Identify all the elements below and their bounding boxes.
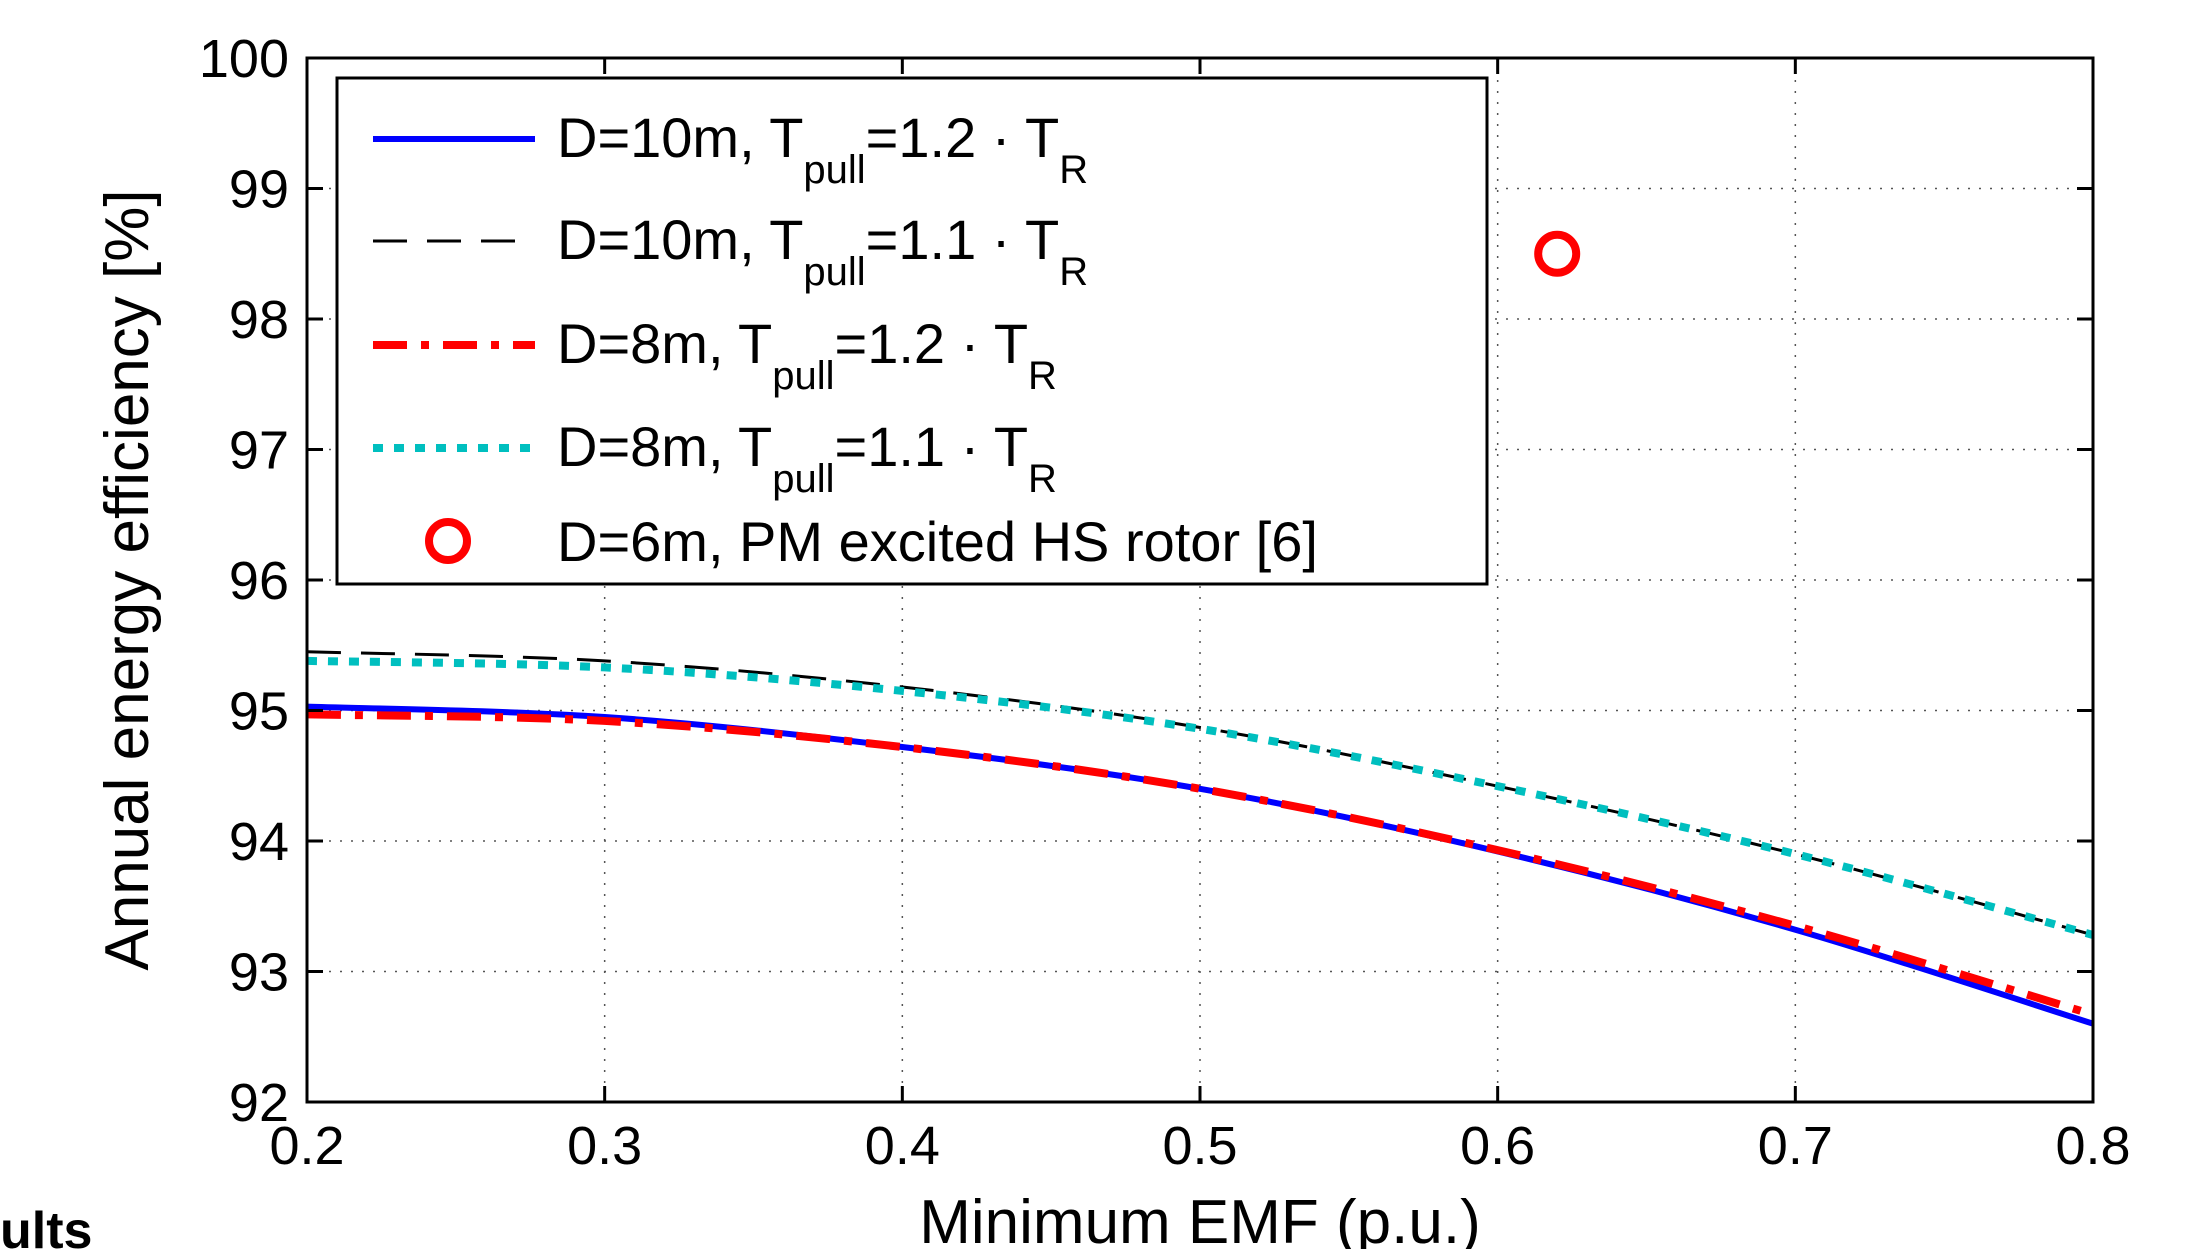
x-tick-label: 0.3 (567, 1116, 642, 1176)
clipped-caption-text: ults (0, 1202, 93, 1260)
legend: D=10m, Tpull=1.2 · TR D=10m, Tpull=1.1 · … (335, 76, 1489, 586)
legend-label-2: D=10m, Tpull=1.1 · TR (557, 208, 1088, 294)
legend-swatch-5 (425, 518, 471, 564)
marker-point (1534, 230, 1581, 277)
legend-label-4: D=8m, Tpull=1.1 · TR (557, 415, 1057, 501)
y-tick-label: 98 (229, 290, 289, 350)
x-tick-label: 0.5 (1162, 1116, 1237, 1176)
y-tick-label: 95 (229, 682, 289, 742)
series-line-2 (306, 650, 2094, 937)
y-tick-label: 97 (229, 421, 289, 481)
legend-label-5: D=6m, PM excited HS rotor [6] (557, 510, 1318, 573)
y-tick-label: 96 (229, 551, 289, 611)
x-axis-label: Minimum EMF (p.u.) (919, 1188, 1480, 1249)
series-line-4 (306, 656, 2095, 939)
y-axis-label: Annual energy efficiency [%] (93, 189, 162, 970)
y-tick-label: 92 (229, 1073, 289, 1133)
legend-label-3: D=8m, Tpull=1.2 · TR (557, 312, 1057, 398)
y-tick-label: 100 (199, 29, 289, 89)
legend-box (335, 76, 1489, 586)
y-tick-label: 93 (229, 943, 289, 1003)
x-tick-label: 0.8 (2055, 1116, 2130, 1176)
series-line-3 (306, 710, 2095, 1019)
y-tick-label: 99 (229, 160, 289, 220)
axis-ticks: 0.2 0.3 0.4 0.5 0.6 0.7 0.8 92 93 94 95 96 97 98 99 100 (199, 29, 2131, 1176)
x-tick-label: 0.2 (269, 1116, 344, 1176)
y-tick-label: 94 (229, 812, 289, 872)
legend-label-1: D=10m, Tpull=1.2 · TR (557, 106, 1088, 192)
series-lines (306, 650, 2095, 1027)
x-tick-label: 0.4 (865, 1116, 940, 1176)
x-tick-label: 0.7 (1758, 1116, 1833, 1176)
x-tick-label: 0.6 (1460, 1116, 1535, 1176)
marker-points (1534, 230, 1581, 277)
